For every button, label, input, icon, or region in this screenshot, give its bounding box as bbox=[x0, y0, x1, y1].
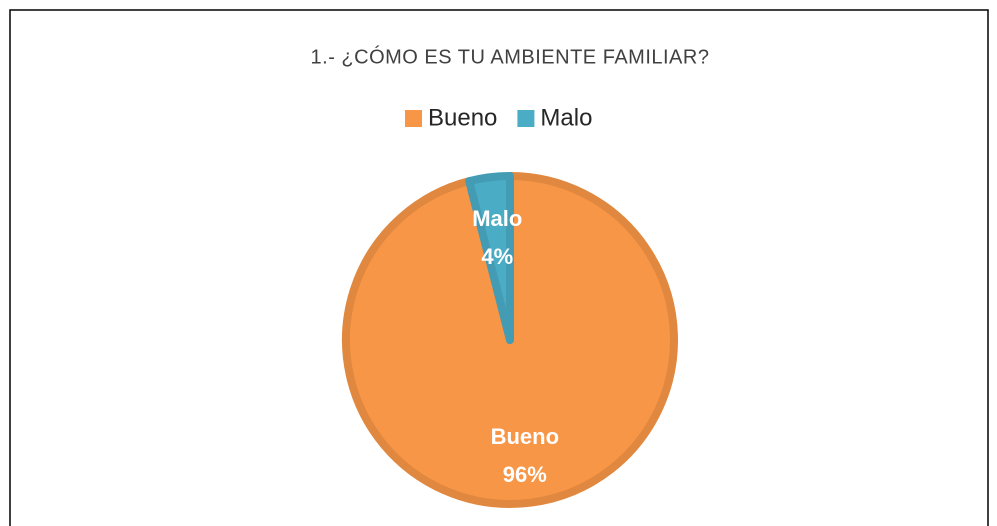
legend: Bueno Malo bbox=[405, 104, 592, 131]
chart-title: 1.- ¿CÓMO ES TU AMBIENTE FAMILIAR? bbox=[311, 45, 710, 68]
pie-slice bbox=[465, 172, 514, 344]
data-label-category: Bueno bbox=[491, 424, 559, 449]
legend-label: Malo bbox=[540, 104, 592, 131]
legend-label: Bueno bbox=[428, 104, 497, 131]
pie-slice-edge bbox=[342, 172, 678, 508]
data-label-value: 4% bbox=[481, 244, 513, 269]
data-label-value: 96% bbox=[503, 462, 547, 487]
pie-slice-edge bbox=[465, 172, 514, 344]
legend-swatch bbox=[405, 110, 422, 127]
pie: Bueno 96% Malo 4% bbox=[342, 172, 678, 508]
data-label-category: Malo bbox=[472, 206, 522, 231]
legend-swatch bbox=[517, 110, 535, 127]
